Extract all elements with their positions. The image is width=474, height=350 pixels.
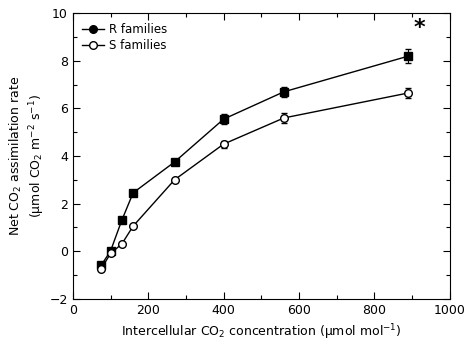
Y-axis label: Net CO$_2$ assimilation rate
(μmol CO$_2$ m$^{-2}$ s$^{-1}$): Net CO$_2$ assimilation rate (μmol CO$_2…: [9, 76, 47, 236]
Text: *: *: [414, 18, 425, 37]
Legend: R families, S families: R families, S families: [79, 19, 171, 56]
X-axis label: Intercellular CO$_2$ concentration (μmol mol$^{-1}$): Intercellular CO$_2$ concentration (μmol…: [121, 322, 401, 342]
